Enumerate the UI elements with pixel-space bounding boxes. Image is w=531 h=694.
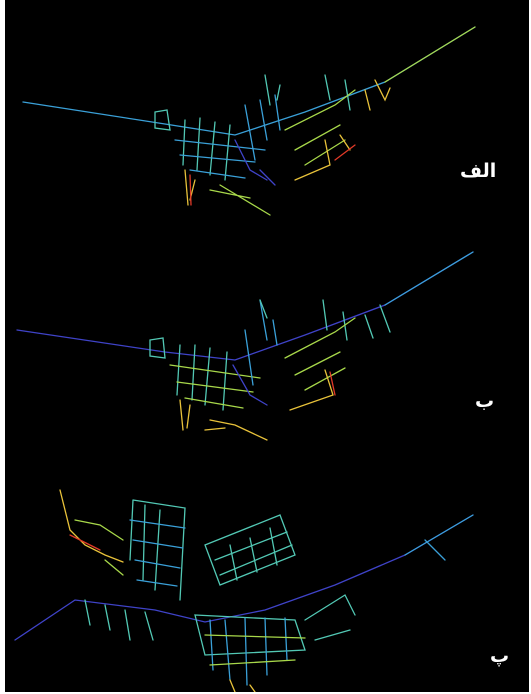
street-a-4 — [244, 94, 281, 161]
street-a-9 — [334, 144, 356, 161]
street-b-9 — [329, 371, 336, 396]
main-road-a — [22, 26, 476, 136]
main-road-c — [14, 514, 474, 641]
street-a-7 — [364, 79, 391, 111]
street-b-6 — [284, 317, 356, 391]
panel-label-b: ب — [475, 390, 495, 412]
street-a-3 — [174, 139, 266, 179]
network-map-c — [14, 489, 474, 692]
street-b-3 — [169, 364, 261, 409]
street-a-6 — [284, 89, 356, 166]
south-core-4 — [304, 594, 356, 641]
network-map-a — [22, 26, 476, 216]
street-a-5 — [264, 74, 351, 111]
main-road-a-east — [384, 26, 476, 83]
nw-branch-3 — [74, 519, 124, 576]
street-b-4 — [244, 299, 278, 386]
north-grid-1 — [129, 499, 186, 601]
nw-branch-2 — [69, 534, 101, 551]
north-grid-4 — [214, 527, 293, 581]
figure-panel: الف ب پ — [5, 0, 529, 692]
panel-label-a: الف — [460, 160, 497, 182]
nw-branch-1 — [59, 489, 124, 563]
street-b-5 — [259, 299, 348, 341]
south-core-5 — [229, 679, 256, 692]
main-road-c-east — [404, 514, 474, 561]
network-maps — [14, 26, 476, 692]
west-streets-c — [84, 599, 154, 641]
main-road-b-east — [384, 251, 474, 306]
network-map-b — [16, 251, 474, 441]
panel-label-c: پ — [490, 645, 510, 667]
street-b-12 — [232, 364, 268, 406]
north-grid-3 — [204, 514, 296, 586]
street-b-1 — [149, 337, 166, 359]
street-b-10 — [179, 399, 191, 431]
street-a-11 — [189, 174, 192, 206]
street-b-2 — [176, 344, 228, 411]
street-a-8 — [294, 134, 351, 181]
street-b-7 — [364, 304, 391, 339]
street-a-12 — [209, 184, 271, 216]
street-a-1 — [154, 109, 171, 131]
street-b-8 — [289, 369, 334, 411]
street-a-2 — [182, 117, 231, 181]
north-grid-2 — [129, 519, 186, 587]
south-core-2 — [209, 617, 288, 686]
street-b-11 — [204, 419, 268, 441]
south-core-1 — [194, 614, 306, 656]
street-a-13 — [234, 139, 276, 186]
south-core-3 — [204, 634, 306, 666]
main-road-b — [16, 251, 474, 361]
